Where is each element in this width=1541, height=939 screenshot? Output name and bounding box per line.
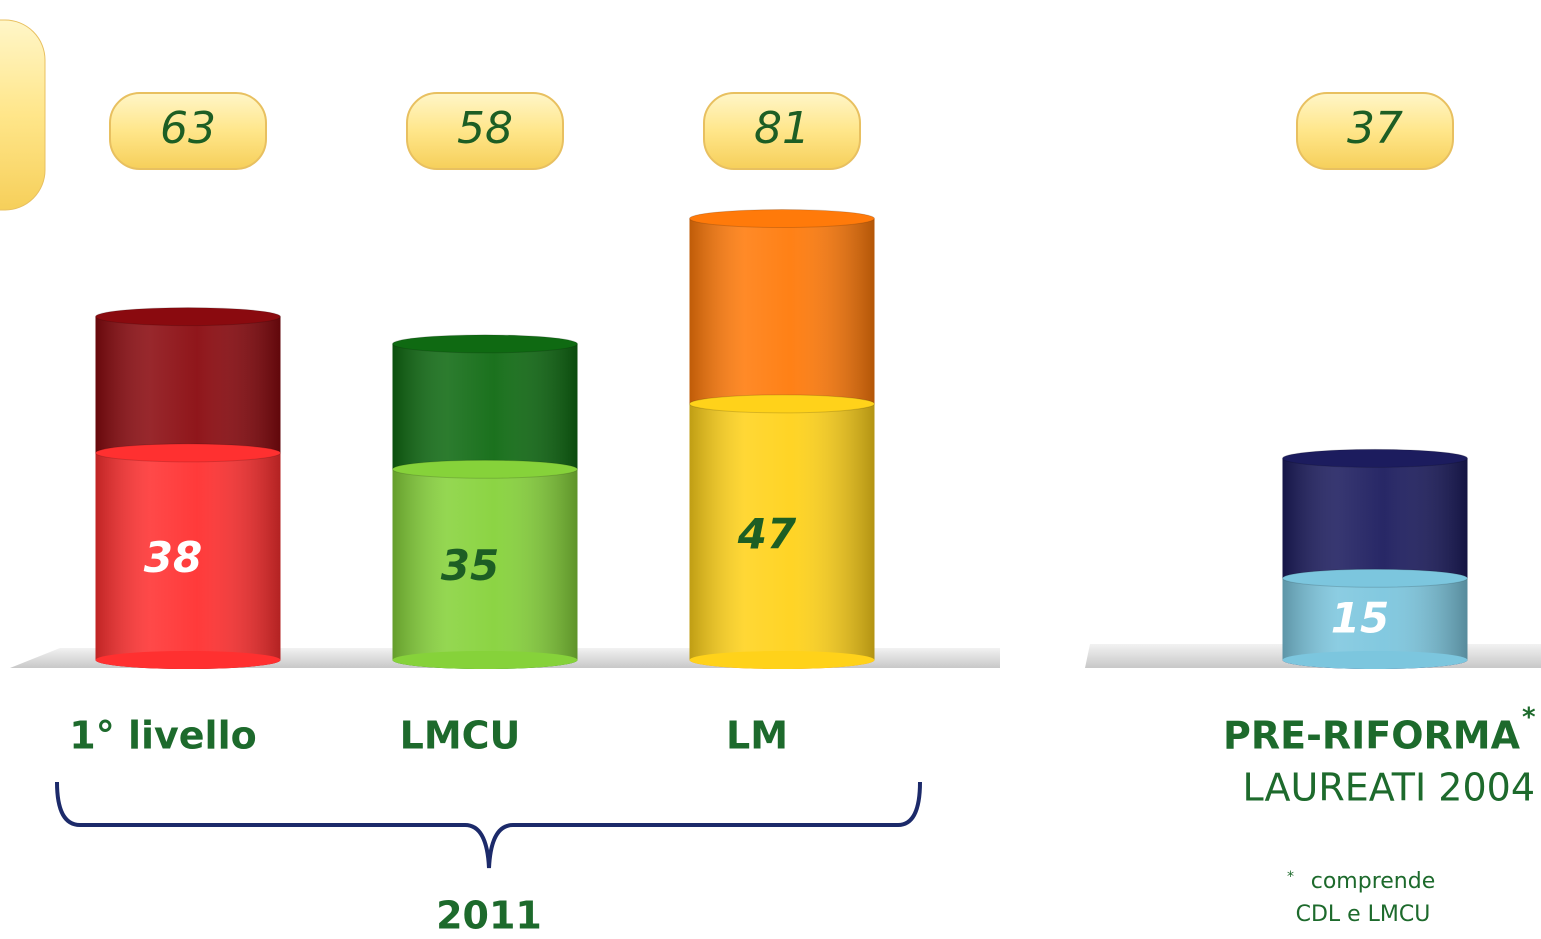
- total-label: 58: [457, 103, 513, 154]
- cylinder-top: [95, 443, 281, 463]
- category-label: LMCU: [400, 714, 521, 758]
- cylinder-bottom: [1282, 651, 1468, 669]
- category-label: 1° livello: [69, 714, 256, 758]
- inner-label: 35: [441, 541, 499, 590]
- category-label: PRE-RIFORMA: [1223, 714, 1521, 758]
- cylinder-bottom: [392, 651, 578, 669]
- cylinder-top: [1282, 568, 1468, 588]
- cylinder-top: [1282, 448, 1468, 468]
- footnote-mark: *: [1287, 869, 1294, 885]
- inner-label: 15: [1331, 593, 1389, 642]
- cylinder-bottom: [95, 651, 281, 669]
- cylinder-top: [392, 459, 578, 479]
- cylinder-top: [689, 209, 875, 229]
- inner-label: 47: [737, 510, 797, 559]
- footnote: comprende: [1311, 869, 1436, 894]
- category-label: LM: [726, 714, 788, 758]
- footnote: CDL e LMCU: [1296, 902, 1431, 927]
- cylinder-bottom: [689, 651, 875, 669]
- total-label: 37: [1347, 103, 1403, 154]
- cylinder-top: [689, 394, 875, 414]
- total-pill: [1296, 92, 1454, 170]
- subtitle: LAUREATI 2004: [1242, 766, 1535, 810]
- inner-label: 38: [144, 533, 202, 582]
- cylinder-shade: [392, 469, 578, 660]
- category-mark: *: [1522, 703, 1536, 733]
- total-pill: [109, 92, 267, 170]
- cylinder-top: [392, 334, 578, 354]
- cylinder-shade: [689, 403, 875, 660]
- total-label: 63: [160, 103, 216, 154]
- cylinder-top: [95, 307, 281, 327]
- total-pill: [703, 92, 861, 170]
- cylinder-shade: [95, 452, 281, 660]
- total-label: 81: [754, 103, 810, 154]
- total-pill: [406, 92, 564, 170]
- cylinder-shade: [1282, 578, 1468, 660]
- group-label: 2011: [436, 894, 542, 938]
- decor-pill: [0, 19, 46, 211]
- group-brace: [55, 781, 922, 869]
